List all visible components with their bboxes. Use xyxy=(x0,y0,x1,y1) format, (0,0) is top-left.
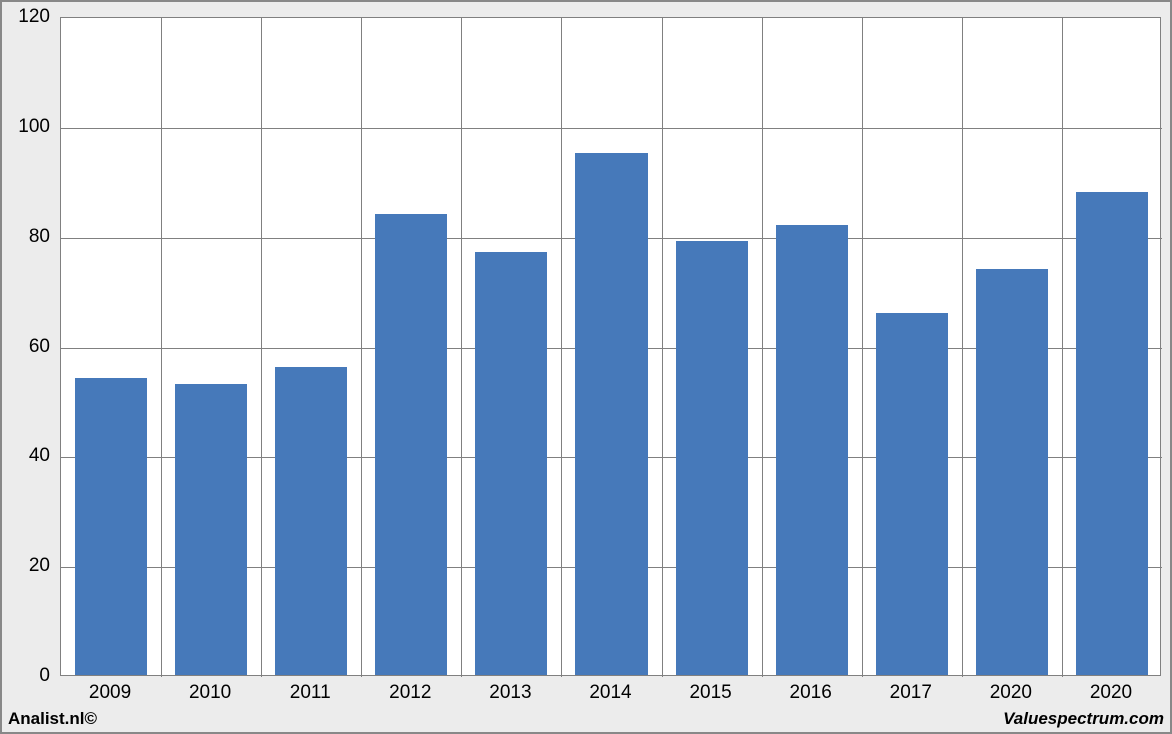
plot-area xyxy=(60,17,1161,676)
x-axis-tick-label: 2012 xyxy=(389,682,431,704)
x-axis-tick-label: 2020 xyxy=(990,682,1032,704)
x-axis-tick-label: 2017 xyxy=(890,682,932,704)
x-axis-tick-label: 2014 xyxy=(589,682,631,704)
grid-line-vertical xyxy=(361,18,362,677)
grid-line-vertical xyxy=(862,18,863,677)
plot-wrap: 0 20 40 60 80 100 120 2009 2010 2011 2012 2013 2014 2… xyxy=(5,5,1167,706)
y-axis-tick-label: 40 xyxy=(5,445,50,467)
bar xyxy=(175,384,247,675)
grid-line-vertical xyxy=(1062,18,1063,677)
y-axis-tick-label: 0 xyxy=(5,665,50,687)
grid-line-vertical xyxy=(261,18,262,677)
y-axis-tick-label: 60 xyxy=(5,336,50,358)
bar xyxy=(275,367,347,675)
x-axis-tick-label: 2015 xyxy=(689,682,731,704)
x-axis-tick-label: 2013 xyxy=(489,682,531,704)
y-axis-tick-label: 80 xyxy=(5,226,50,248)
chart-container: 0 20 40 60 80 100 120 2009 2010 2011 2012 2013 2014 2… xyxy=(0,0,1172,734)
bar xyxy=(876,313,948,675)
grid-line-vertical xyxy=(161,18,162,677)
grid-line-vertical xyxy=(762,18,763,677)
x-axis-tick-label: 2016 xyxy=(790,682,832,704)
bar xyxy=(976,269,1048,675)
footer-left: Analist.nl© xyxy=(8,709,97,729)
bar xyxy=(475,252,547,675)
bar xyxy=(676,241,748,675)
footer: Analist.nl© Valuespectrum.com xyxy=(2,706,1170,732)
grid-line-vertical xyxy=(662,18,663,677)
grid-line-vertical xyxy=(962,18,963,677)
x-axis-tick-label: 2009 xyxy=(89,682,131,704)
y-axis-tick-label: 100 xyxy=(5,116,50,138)
bar xyxy=(575,153,647,675)
grid-line-horizontal xyxy=(61,128,1162,129)
bar xyxy=(776,225,848,675)
bar xyxy=(1076,192,1148,675)
y-axis-tick-label: 120 xyxy=(5,6,50,28)
bar xyxy=(375,214,447,675)
x-axis-tick-label: 2010 xyxy=(189,682,231,704)
grid-line-vertical xyxy=(461,18,462,677)
grid-line-vertical xyxy=(561,18,562,677)
x-axis-tick-label: 2020 xyxy=(1090,682,1132,704)
footer-right: Valuespectrum.com xyxy=(1003,709,1164,729)
x-axis-tick-label: 2011 xyxy=(290,682,331,704)
y-axis-tick-label: 20 xyxy=(5,555,50,577)
bar xyxy=(75,378,147,675)
